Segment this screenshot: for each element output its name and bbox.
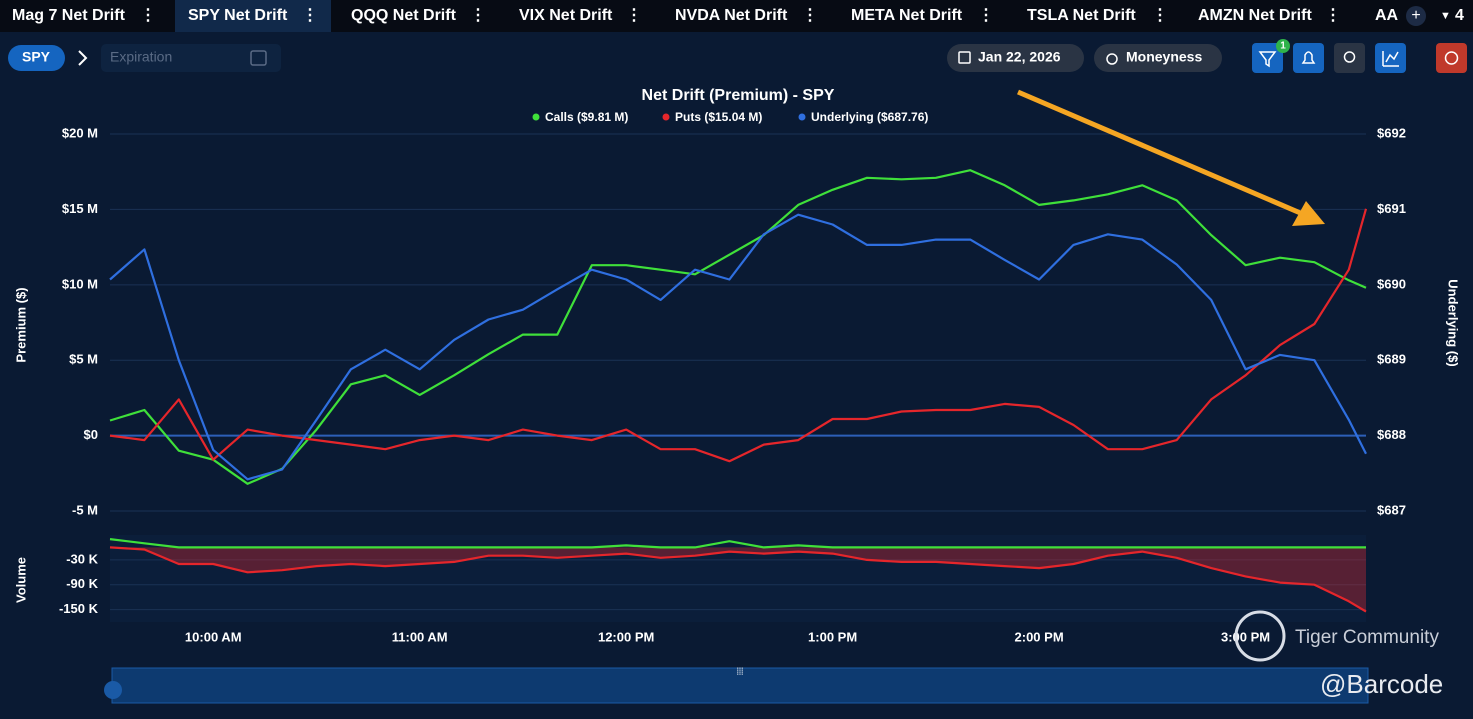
watermark-text: Tiger Community xyxy=(1295,627,1439,648)
navigator-grip[interactable]: ⦙⦙⦙ xyxy=(737,667,744,678)
tab-menu[interactable]: ⋮ xyxy=(1325,7,1341,24)
y2-tick-label: $688 xyxy=(1377,427,1406,442)
y2-tick-label: $689 xyxy=(1377,352,1406,367)
y-tick-label: $15 M xyxy=(62,201,98,216)
y-tick-label: -30 K xyxy=(66,551,98,566)
tab-label[interactable]: AMZN Net Drift xyxy=(1198,7,1312,24)
volume-line xyxy=(109,538,1366,549)
tab-menu[interactable]: ⋮ xyxy=(302,7,318,24)
series-line xyxy=(109,169,1367,485)
tab-label[interactable]: NVDA Net Drift xyxy=(675,7,788,24)
tab-menu[interactable]: ⋮ xyxy=(802,7,818,24)
tab-list: Mag 7 Net Drift ⋮ SPY Net Drift ⋮ QQQ Net Dr… xyxy=(12,7,1399,24)
watermark-logo xyxy=(1234,610,1286,662)
y-axis-title: Premium ($) xyxy=(13,287,28,362)
tab-label[interactable]: AA xyxy=(1375,7,1399,24)
date-icon xyxy=(958,51,971,64)
moneyness-icon xyxy=(1106,53,1118,65)
y-tick-label: $0 xyxy=(84,427,98,442)
filter-button[interactable] xyxy=(1252,43,1283,73)
tab-menu[interactable]: ⋮ xyxy=(1152,7,1168,24)
chart-title: Net Drift (Premium) - SPY xyxy=(642,87,835,104)
plot-area: $20 M $15 M $10 M $5 M $0 -5 M $692 $691 $690 $68… xyxy=(59,125,1406,644)
watermark-handle: @Barcode xyxy=(1320,669,1443,699)
date-label[interactable]: Jan 22, 2026 xyxy=(978,49,1061,65)
legend-label[interactable]: Calls ($9.81 M) xyxy=(545,110,628,124)
symbol-label[interactable]: SPY xyxy=(22,49,51,65)
navigator-handle[interactable] xyxy=(104,681,122,699)
add-tab-icon[interactable]: + xyxy=(1411,7,1420,24)
theme-button[interactable] xyxy=(1334,43,1365,73)
calendar-icon[interactable] xyxy=(250,50,267,66)
tab-dropdown-caret[interactable]: ▼ xyxy=(1440,10,1451,22)
annotation-arrowhead xyxy=(1292,201,1325,226)
legend-marker[interactable] xyxy=(662,113,670,121)
add-tab-button[interactable] xyxy=(1406,6,1426,26)
tab-label[interactable]: Mag 7 Net Drift xyxy=(12,7,126,24)
alerts-button[interactable] xyxy=(1293,43,1324,73)
annotation-arrow xyxy=(1017,89,1306,218)
tab-menu[interactable]: ⋮ xyxy=(470,7,486,24)
y2-tick-label: $687 xyxy=(1377,502,1406,517)
series-line xyxy=(109,208,1368,463)
bulb-icon xyxy=(1343,51,1356,63)
y2-tick-label: $691 xyxy=(1377,201,1406,216)
filter-badge-count: 1 xyxy=(1280,41,1286,52)
y-tick-label: -150 K xyxy=(59,601,99,616)
y-tick-label: $20 M xyxy=(62,125,98,140)
legend-marker[interactable] xyxy=(798,113,806,121)
volume-line xyxy=(109,546,1367,613)
moneyness-label[interactable]: Moneyness xyxy=(1126,49,1202,65)
tab-menu[interactable]: ⋮ xyxy=(140,7,156,24)
tab-label[interactable]: META Net Drift xyxy=(851,7,963,24)
chart-icon xyxy=(1382,51,1399,67)
tab-label[interactable]: VIX Net Drift xyxy=(519,7,613,24)
expiration-input[interactable] xyxy=(101,44,281,72)
y-tick-label: -5 M xyxy=(72,502,98,517)
tab-label[interactable]: SPY Net Drift xyxy=(188,7,288,24)
date-pill[interactable] xyxy=(947,44,1084,72)
y-tick-label: $10 M xyxy=(62,276,98,291)
y2-tick-label: $692 xyxy=(1377,125,1406,140)
y2-axis-title: Underlying ($) xyxy=(1446,279,1461,366)
x-tick-label: 12:00 PM xyxy=(598,629,654,644)
chart-type-button[interactable] xyxy=(1375,43,1406,73)
expiration-placeholder[interactable]: Expiration xyxy=(110,49,172,65)
reset-button[interactable] xyxy=(1436,43,1467,73)
x-tick-label: 11:00 AM xyxy=(392,629,448,644)
tab-menu[interactable]: ⋮ xyxy=(626,7,642,24)
legend: Calls ($9.81 M) Puts ($15.04 M) Underlying… xyxy=(532,110,928,124)
tab-label[interactable]: TSLA Net Drift xyxy=(1027,7,1136,24)
x-tick-label: 2:00 PM xyxy=(1015,629,1064,644)
filter-badge xyxy=(1276,39,1290,53)
active-tab[interactable] xyxy=(175,0,331,32)
legend-marker[interactable] xyxy=(532,113,540,121)
legend-label[interactable]: Puts ($15.04 M) xyxy=(675,110,762,124)
x-tick-label: 10:00 AM xyxy=(185,629,242,644)
tab-label[interactable]: QQQ Net Drift xyxy=(351,7,457,24)
y2-tick-label: $690 xyxy=(1377,276,1406,291)
x-tick-label: 1:00 PM xyxy=(808,629,857,644)
volume-axis-title: Volume xyxy=(13,557,28,603)
tab-count[interactable]: 4 xyxy=(1455,7,1464,24)
moneyness-pill[interactable] xyxy=(1094,44,1222,72)
y-tick-label: $5 M xyxy=(69,352,98,367)
reset-icon xyxy=(1444,51,1459,65)
series-line xyxy=(109,213,1367,481)
x-tick-label: 3:00 PM xyxy=(1221,629,1270,644)
filter-icon xyxy=(1258,51,1277,68)
legend-label[interactable]: Underlying ($687.76) xyxy=(811,110,928,124)
chevron xyxy=(78,50,88,66)
symbol-pill[interactable] xyxy=(8,45,65,71)
y-tick-label: -90 K xyxy=(66,576,98,591)
tab-menu[interactable]: ⋮ xyxy=(978,7,994,24)
bell-icon xyxy=(1301,51,1316,64)
volume-panel xyxy=(110,535,1366,622)
